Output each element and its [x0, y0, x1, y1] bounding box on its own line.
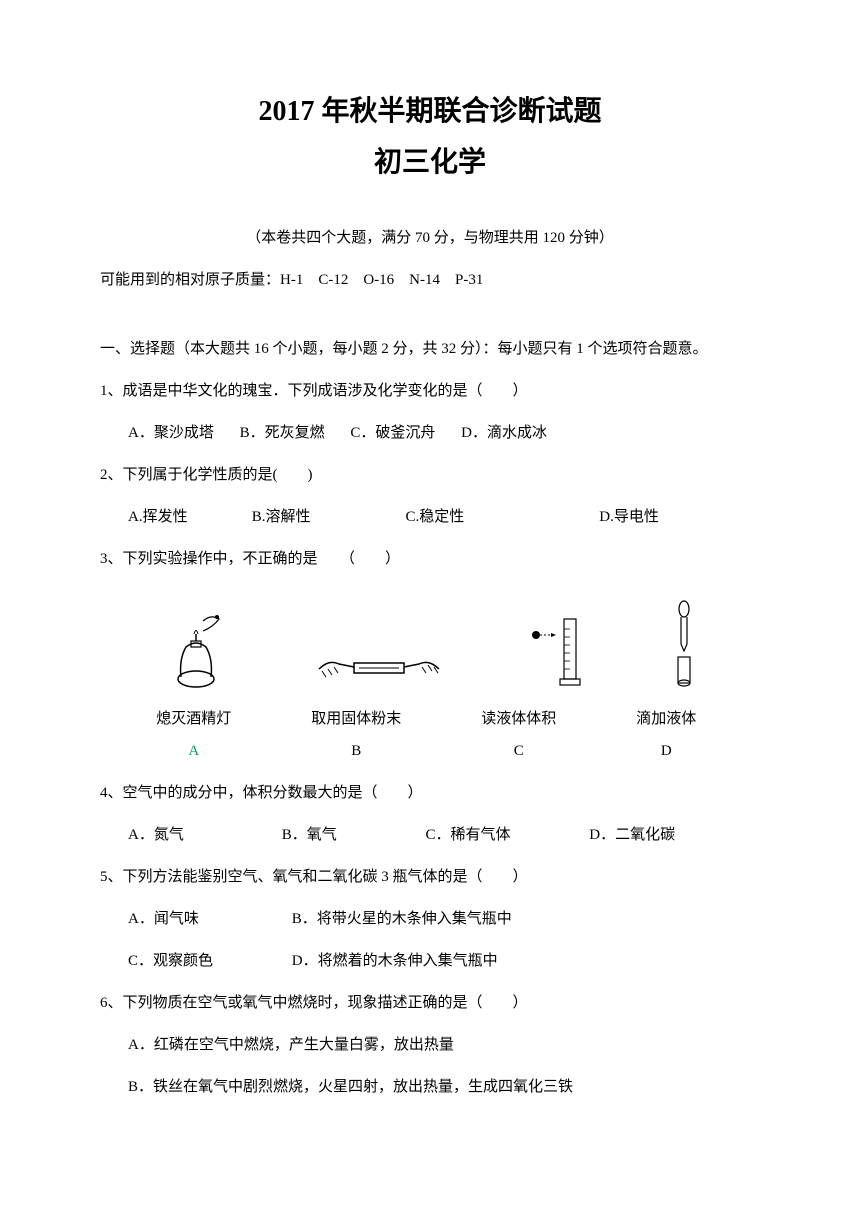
question-5-options-row2: C．观察颜色 D．将燃着的木条伸入集气瓶中 [100, 949, 760, 973]
title-sub: 初三化学 [100, 141, 760, 186]
q2-option-d: D.导电性 [599, 505, 659, 529]
question-6-option-a: A．红磷在空气中燃烧，产生大量白雾，放出热量 [100, 1033, 760, 1057]
question-4-options: A．氮气 B．氧气 C．稀有气体 D．二氧化碳 [100, 823, 760, 847]
question-4-stem: 4、空气中的成分中，体积分数最大的是（ ） [100, 781, 760, 805]
illustration-powder-scoop [314, 639, 444, 689]
q3-letter-d: D [616, 739, 716, 763]
question-2-options: A.挥发性 B.溶解性 C.稳定性 D.导电性 [100, 505, 760, 529]
q3-caption-a: 熄灭酒精灯 [144, 707, 244, 731]
q4-option-a: A．氮气 [128, 823, 278, 847]
q2-option-a: A.挥发性 [128, 505, 248, 529]
q2-option-c: C.稳定性 [406, 505, 596, 529]
illustration-alcohol-lamp [161, 609, 231, 689]
question-3-stem: 3、下列实验操作中，不正确的是 （ ） [100, 547, 760, 571]
q5-option-a: A．闻气味 [128, 907, 288, 931]
q3-caption-c: 读液体体积 [469, 707, 569, 731]
illustration-graduated-cylinder [526, 609, 586, 689]
q1-option-d: D．滴水成冰 [461, 421, 547, 445]
q5-option-d: D．将燃着的木条伸入集气瓶中 [292, 949, 498, 973]
question-3-captions: 熄灭酒精灯 取用固体粉末 读液体体积 滴加液体 [100, 707, 760, 731]
atomic-mass-reference: 可能用到的相对原子质量：H-1 C-12 O-16 N-14 P-31 [100, 268, 760, 292]
question-2-stem: 2、下列属于化学性质的是( ) [100, 463, 760, 487]
section-1-header: 一、选择题（本大题共 16 个小题，每小题 2 分，共 32 分）：每小题只有 … [100, 337, 760, 361]
illustration-dropper [669, 599, 699, 689]
q5-option-b: B．将带火星的木条伸入集气瓶中 [292, 907, 512, 931]
q4-option-b: B．氧气 [282, 823, 422, 847]
question-3-illustrations [100, 589, 760, 699]
question-1-options: A．聚沙成塔 B．死灰复燃 C．破釜沉舟 D．滴水成冰 [100, 421, 760, 445]
question-1-stem: 1、成语是中华文化的瑰宝．下列成语涉及化学变化的是（ ） [100, 379, 760, 403]
q3-letter-b: B [291, 739, 421, 763]
q5-option-c: C．观察颜色 [128, 949, 288, 973]
q3-caption-b: 取用固体粉末 [291, 707, 421, 731]
question-6-option-b: B．铁丝在氧气中剧烈燃烧，火星四射，放出热量，生成四氧化三铁 [100, 1075, 760, 1099]
exam-instructions: （本卷共四个大题，满分 70 分，与物理共用 120 分钟） [100, 226, 760, 250]
question-5-stem: 5、下列方法能鉴别空气、氧气和二氧化碳 3 瓶气体的是（ ） [100, 865, 760, 889]
q3-letter-a: A [144, 739, 244, 763]
q2-option-b: B.溶解性 [252, 505, 402, 529]
q1-option-c: C．破釜沉舟 [350, 421, 435, 445]
q3-caption-d: 滴加液体 [616, 707, 716, 731]
q4-option-c: C．稀有气体 [426, 823, 586, 847]
question-6-stem: 6、下列物质在空气或氧气中燃烧时，现象描述正确的是（ ） [100, 991, 760, 1015]
q1-option-a: A．聚沙成塔 [128, 421, 214, 445]
question-5-options-row1: A．闻气味 B．将带火星的木条伸入集气瓶中 [100, 907, 760, 931]
title-main: 2017 年秋半期联合诊断试题 [100, 90, 760, 135]
question-3-letters: A B C D [100, 739, 760, 763]
q3-letter-c: C [469, 739, 569, 763]
q1-option-b: B．死灰复燃 [240, 421, 325, 445]
q4-option-d: D．二氧化碳 [589, 823, 675, 847]
